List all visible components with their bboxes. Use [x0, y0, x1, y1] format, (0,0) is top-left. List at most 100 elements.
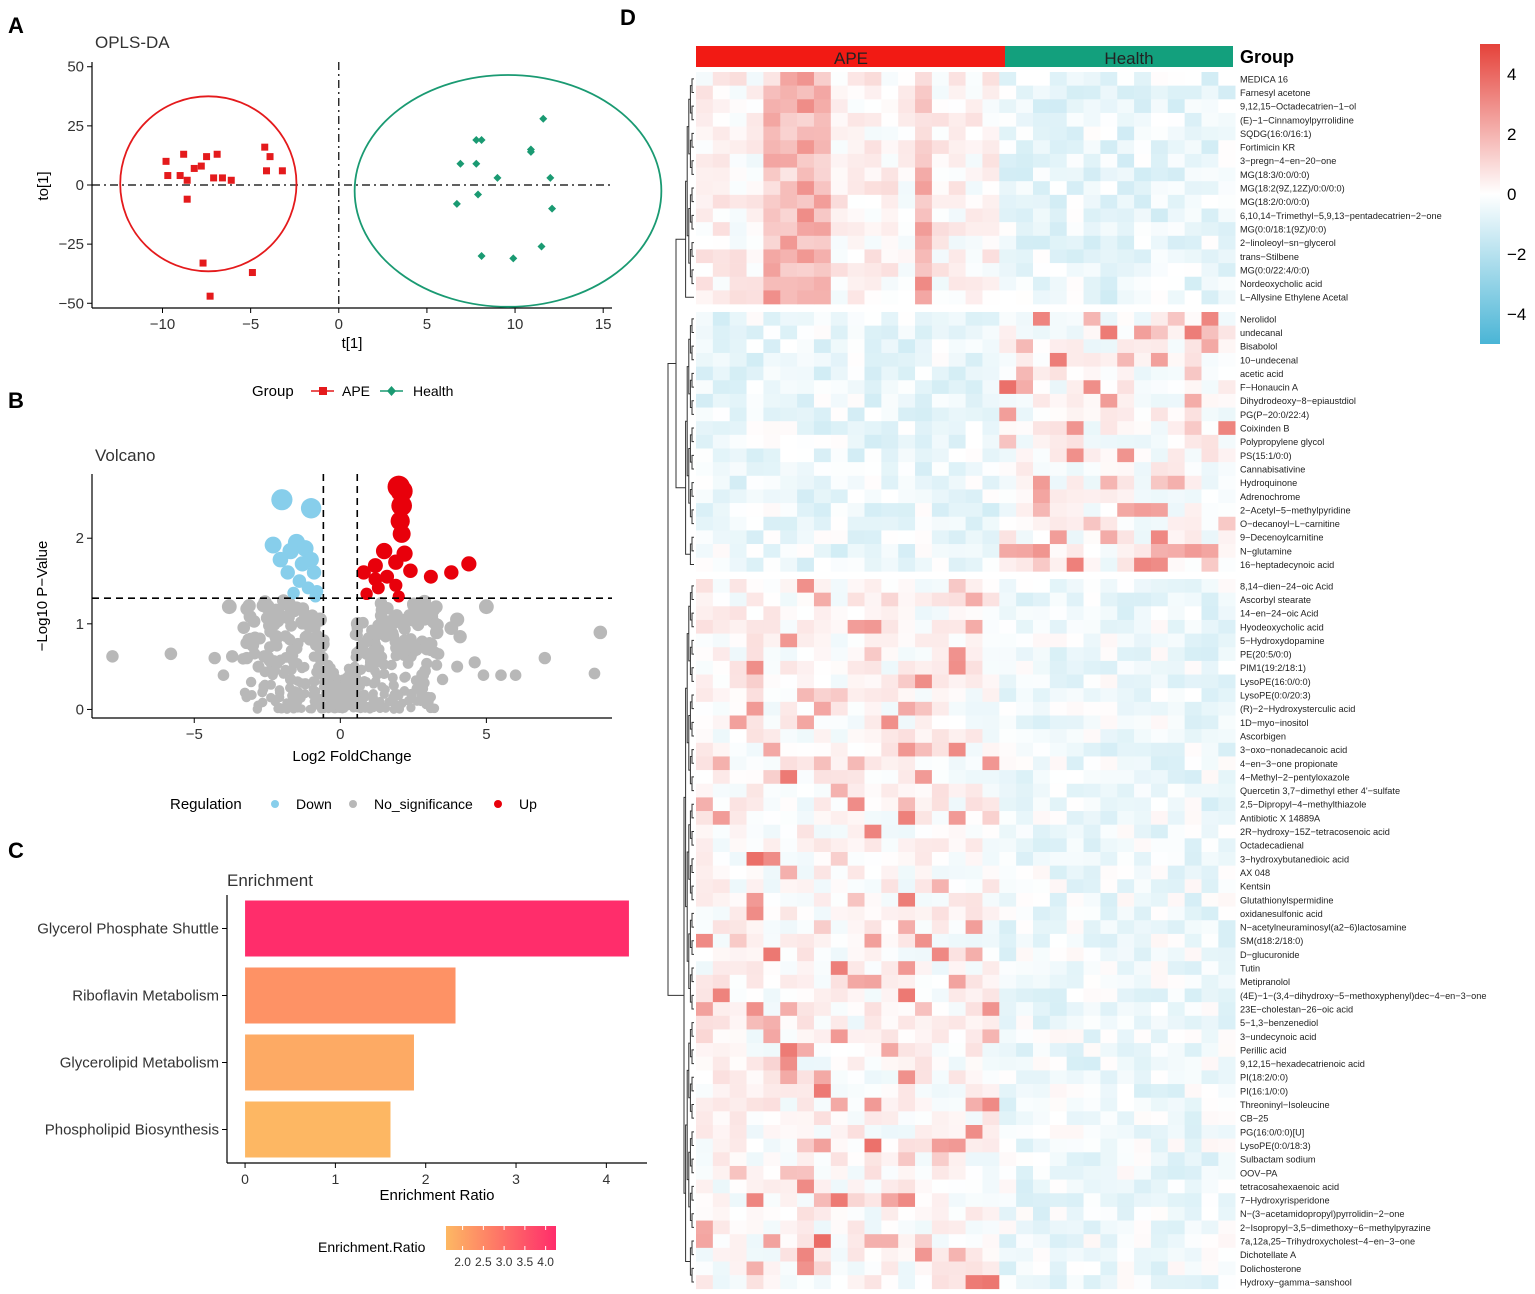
heatmap-cell	[1134, 647, 1152, 662]
heatmap-cell	[813, 920, 832, 935]
heatmap-cell	[931, 181, 950, 196]
heatmap-cell	[1184, 1275, 1202, 1290]
heatmap-cell	[1150, 393, 1169, 408]
heatmap-cell	[696, 1193, 714, 1208]
heatmap-cell	[729, 824, 747, 839]
heatmap-cell	[847, 619, 865, 634]
heatmap-cell	[1083, 112, 1101, 127]
heatmap-cell	[1049, 579, 1067, 593]
heatmap-cell	[1218, 366, 1236, 381]
heatmap-cell	[898, 879, 916, 894]
heatmap-row-label: D−glucuronide	[1240, 950, 1300, 960]
heatmap-cell	[1201, 1165, 1219, 1180]
heatmap-cell	[746, 1125, 764, 1139]
heatmap-cell	[1100, 742, 1118, 757]
heatmap-row-label: L−Allysine Ethylene Acetal	[1240, 293, 1348, 303]
heatmap-group-ape-label: APE	[834, 49, 868, 68]
heatmap-row-label: MG(0:0/18:1(9Z)/0:0)	[1240, 224, 1326, 234]
heatmap-cell	[696, 489, 714, 504]
heatmap-cell	[746, 592, 764, 607]
heatmap-cell	[1150, 557, 1169, 572]
heatmap-cell	[965, 756, 983, 771]
heatmap-cell	[999, 235, 1017, 250]
heatmap-cell	[830, 865, 848, 880]
volcano-point-down	[280, 565, 295, 580]
heatmap-cell	[1066, 153, 1084, 168]
heatmap-cell	[830, 1084, 848, 1098]
heatmap-cell	[999, 1193, 1017, 1208]
heatmap-cell	[1083, 674, 1101, 689]
heatmap-cell	[1049, 194, 1067, 209]
heatmap-cell	[797, 1111, 815, 1126]
volcano-point-ns	[280, 609, 295, 625]
heatmap-cell	[1150, 579, 1169, 593]
heatmap-cell	[864, 770, 882, 785]
heatmap-cell	[1134, 783, 1152, 798]
heatmap-cell	[982, 715, 1000, 730]
heatmap-cell	[982, 276, 1000, 291]
heatmap-cell	[729, 167, 747, 182]
heatmap-cell	[931, 1097, 950, 1112]
heatmap-cell	[1201, 865, 1219, 880]
heatmap-cell	[712, 516, 730, 531]
panel-label-b: B	[8, 388, 24, 413]
heatmap-cell	[746, 339, 764, 354]
heatmap-cell	[830, 852, 848, 866]
heatmap-cell	[797, 290, 815, 305]
heatmap-cell	[1184, 674, 1202, 689]
heatmap-cell	[948, 153, 966, 168]
heatmap-cell	[1033, 72, 1051, 86]
heatmap-cell	[847, 906, 865, 921]
heatmap-cell	[847, 988, 865, 1003]
volcano-point-ns	[292, 637, 304, 650]
heatmap-cell	[780, 1084, 798, 1098]
heatmap-cell	[1066, 393, 1084, 408]
heatmap-cell	[931, 263, 950, 278]
heatmap-cell	[864, 126, 882, 141]
volcano-point-ns	[221, 599, 237, 615]
heatmap-cell	[948, 1179, 966, 1194]
heatmap-cell	[1117, 906, 1135, 921]
heatmap-row-label: O−decanoyl−L−carnitine	[1240, 519, 1340, 529]
heatmap-cell	[1016, 475, 1034, 490]
heatmap-cell	[898, 797, 916, 812]
heatmap-cell	[1100, 933, 1118, 948]
heatmap-cell	[1100, 811, 1118, 825]
heatmap-cell	[1100, 1234, 1118, 1249]
heatmap-cell	[1100, 434, 1118, 449]
heatmap-cell	[1066, 325, 1084, 340]
heatmap-cell	[1167, 557, 1185, 572]
heatmap-cell	[1167, 276, 1185, 291]
heatmap-cell	[780, 72, 798, 86]
heatmap-cell	[864, 811, 882, 825]
heatmap-cell	[965, 290, 983, 305]
heatmap-cell	[696, 1234, 714, 1249]
heatmap-cell	[864, 592, 882, 607]
heatmap-cell	[797, 688, 815, 703]
heatmap-cell	[982, 1111, 1000, 1126]
heatmap-cell	[948, 688, 966, 703]
heatmap-cell	[965, 462, 983, 477]
opls-x-tick-label: 15	[595, 316, 612, 333]
heatmap-cell	[931, 879, 950, 894]
heatmap-cell	[1066, 660, 1084, 675]
heatmap-cell	[948, 222, 966, 237]
volcano-point-ns	[260, 611, 274, 625]
heatmap-cell	[931, 1056, 950, 1071]
heatmap-cell	[931, 1261, 950, 1276]
heatmap-cell	[1167, 407, 1185, 422]
heatmap-cell	[746, 1261, 764, 1276]
heatmap-cell	[948, 1261, 966, 1276]
heatmap-cell	[797, 475, 815, 490]
heatmap-cell	[763, 974, 781, 989]
heatmap-cell	[982, 325, 1000, 340]
heatmap-cell	[1167, 208, 1185, 223]
heatmap-cell	[712, 1165, 730, 1180]
heatmap-cell	[881, 1206, 899, 1221]
heatmap-cell	[797, 1043, 815, 1058]
heatmap-cell	[729, 579, 747, 593]
volcano-point-ns	[420, 608, 434, 622]
heatmap-cell	[746, 742, 764, 757]
heatmap-cell	[1150, 988, 1169, 1003]
heatmap-cell	[999, 1138, 1017, 1153]
